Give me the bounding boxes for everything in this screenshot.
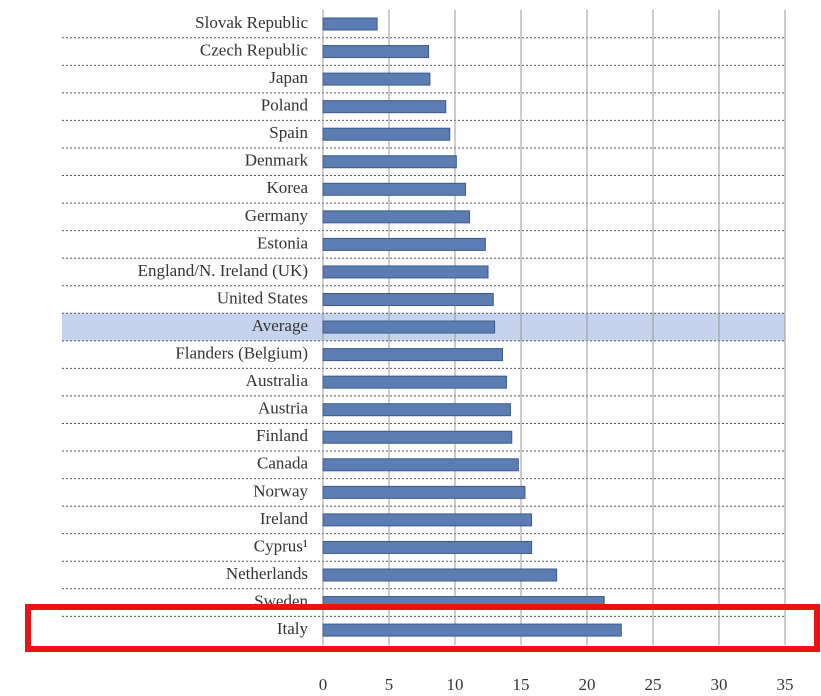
y-tick-label: Korea <box>266 178 308 197</box>
bar <box>322 485 526 499</box>
y-tick-label: Denmark <box>245 151 309 170</box>
y-tick-label: Ireland <box>260 509 309 528</box>
bar <box>322 430 513 444</box>
y-tick-label: Australia <box>246 371 309 390</box>
y-tick-label: Netherlands <box>226 564 308 583</box>
y-tick-label: Slovak Republic <box>195 13 308 32</box>
y-tick-label: Norway <box>253 481 308 500</box>
bar <box>322 403 511 417</box>
bar <box>322 100 447 114</box>
highlight-box <box>25 604 820 652</box>
bar <box>322 458 519 472</box>
bar <box>322 375 507 389</box>
bar <box>322 348 504 362</box>
y-tick-label: Austria <box>258 399 309 418</box>
bar <box>322 320 496 334</box>
x-tick-label: 0 <box>319 675 328 694</box>
y-tick-label: Cyprus¹ <box>254 536 308 555</box>
y-tick-label: Canada <box>257 454 308 473</box>
bar <box>322 182 467 196</box>
bar <box>322 210 471 224</box>
bar <box>322 127 451 141</box>
x-tick-label: 35 <box>777 675 794 694</box>
y-tick-label: United States <box>217 288 308 307</box>
y-tick-label: Average <box>252 316 308 335</box>
bar <box>322 17 378 31</box>
bar <box>322 45 430 59</box>
x-tick-label: 20 <box>579 675 596 694</box>
bar <box>322 293 494 306</box>
y-tick-label: Czech Republic <box>200 40 309 59</box>
bar <box>322 623 622 637</box>
x-tick-label: 10 <box>447 675 464 694</box>
bar <box>322 540 533 554</box>
bar <box>322 155 457 169</box>
y-tick-label: Japan <box>269 68 308 87</box>
y-tick-label: Estonia <box>257 233 308 252</box>
bar <box>322 568 558 582</box>
x-tick-label: 5 <box>385 675 394 694</box>
y-tick-label: Poland <box>261 96 309 115</box>
y-tick-label: Finland <box>256 426 308 445</box>
bar <box>322 72 431 86</box>
x-tick-label: 30 <box>711 675 728 694</box>
bar <box>322 265 489 279</box>
y-tick-label: Flanders (Belgium) <box>175 344 308 363</box>
y-tick-label: Germany <box>245 206 309 225</box>
bar <box>322 237 486 251</box>
x-tick-label: 25 <box>645 675 662 694</box>
y-tick-label: England/N. Ireland (UK) <box>138 261 308 280</box>
x-tick-label: 15 <box>513 675 530 694</box>
y-tick-label: Italy <box>277 619 309 638</box>
bar <box>322 513 533 527</box>
y-tick-label: Spain <box>269 123 308 142</box>
